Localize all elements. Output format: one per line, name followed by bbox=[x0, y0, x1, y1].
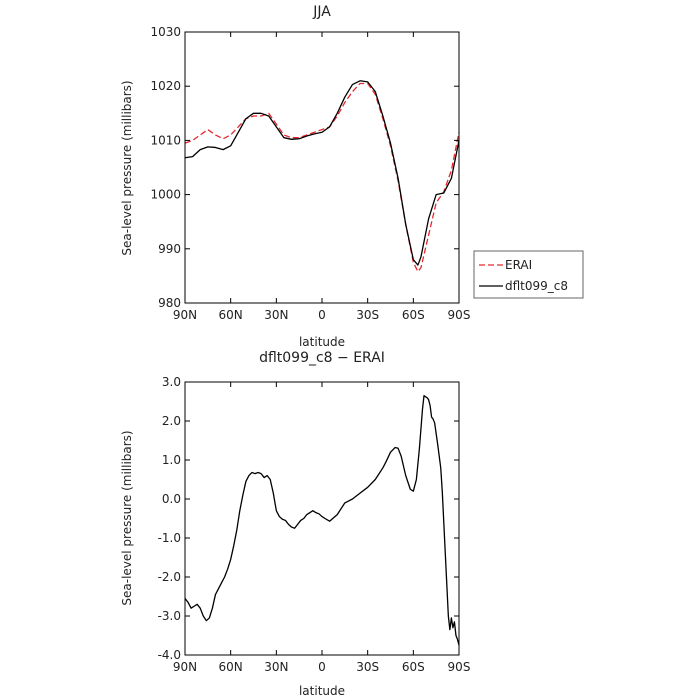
bottom-x-tick-label: 30N bbox=[264, 660, 288, 674]
bottom-series-difference-line bbox=[184, 395, 460, 646]
top-series-erai-line bbox=[184, 82, 460, 273]
legend: ERAI dflt099_c8 bbox=[473, 250, 584, 299]
bottom-plot-frame bbox=[184, 381, 460, 656]
bottom-panel-title: dflt099_c8 − ERAI bbox=[259, 350, 385, 366]
top-x-tick-label: 30N bbox=[264, 308, 288, 322]
legend-frame bbox=[473, 250, 584, 299]
top-plot-frame bbox=[184, 31, 460, 304]
top-y-axis-label: Sea-level pressure (millibars) bbox=[120, 80, 134, 255]
bottom-y-tick-label: 1.0 bbox=[162, 453, 181, 467]
top-plot-area: 90N 60N 30N 0 30S 60S 90S 980 990 1000 1010 1020 103… bbox=[150, 25, 470, 322]
bottom-x-tick-label: 60N bbox=[219, 660, 243, 674]
bottom-y-tick-label: 3.0 bbox=[162, 375, 181, 389]
top-x-tick-label: 60N bbox=[219, 308, 243, 322]
bottom-plot-area: 90N 60N 30N 0 30S 60S 90S -4.0 -3.0 -2.0 -1.0 0.0 1.… bbox=[158, 375, 471, 674]
top-y-tick-label: 1000 bbox=[150, 188, 181, 202]
legend-model-label: dflt099_c8 bbox=[505, 279, 568, 293]
bottom-panel-difference: dflt099_c8 − ERAI 90N 60N 30N 0 30S 60S 90S -4.… bbox=[120, 350, 470, 698]
bottom-y-tick-label: -3.0 bbox=[158, 609, 181, 623]
top-y-tick-label: 1010 bbox=[150, 133, 181, 147]
top-y-tick-label: 990 bbox=[158, 242, 181, 256]
top-x-axis-label: latitude bbox=[299, 335, 345, 349]
bottom-y-axis-label: Sea-level pressure (millibars) bbox=[120, 430, 134, 605]
top-panel-jja: JJA 90N 60N 30N 0 30S 60S 90S 980 990 1000 1010 102… bbox=[120, 4, 470, 349]
top-x-tick-label: 60S bbox=[402, 308, 425, 322]
bottom-x-tick-label: 0 bbox=[318, 660, 326, 674]
top-y-tick-label: 1020 bbox=[150, 79, 181, 93]
top-y-tick-label: 980 bbox=[158, 296, 181, 310]
legend-erai-label: ERAI bbox=[505, 258, 532, 272]
bottom-y-tick-label: -1.0 bbox=[158, 531, 181, 545]
bottom-x-tick-label: 90N bbox=[173, 660, 197, 674]
bottom-y-tick-label: -4.0 bbox=[158, 648, 181, 662]
bottom-y-tick-label: -2.0 bbox=[158, 570, 181, 584]
bottom-y-tick-label: 0.0 bbox=[162, 492, 181, 506]
top-series-dflt099-c8-line bbox=[184, 80, 460, 266]
top-y-tick-label: 1030 bbox=[150, 25, 181, 39]
bottom-x-tick-label: 30S bbox=[356, 660, 379, 674]
bottom-x-tick-label: 60S bbox=[402, 660, 425, 674]
bottom-x-axis-label: latitude bbox=[299, 684, 345, 698]
top-panel-title: JJA bbox=[312, 4, 331, 20]
bottom-x-tick-label: 90S bbox=[448, 660, 471, 674]
top-x-tick-label: 90S bbox=[448, 308, 471, 322]
top-x-tick-label: 90N bbox=[173, 308, 197, 322]
top-x-tick-label: 0 bbox=[318, 308, 326, 322]
bottom-y-tick-label: 2.0 bbox=[162, 414, 181, 428]
top-x-tick-label: 30S bbox=[356, 308, 379, 322]
